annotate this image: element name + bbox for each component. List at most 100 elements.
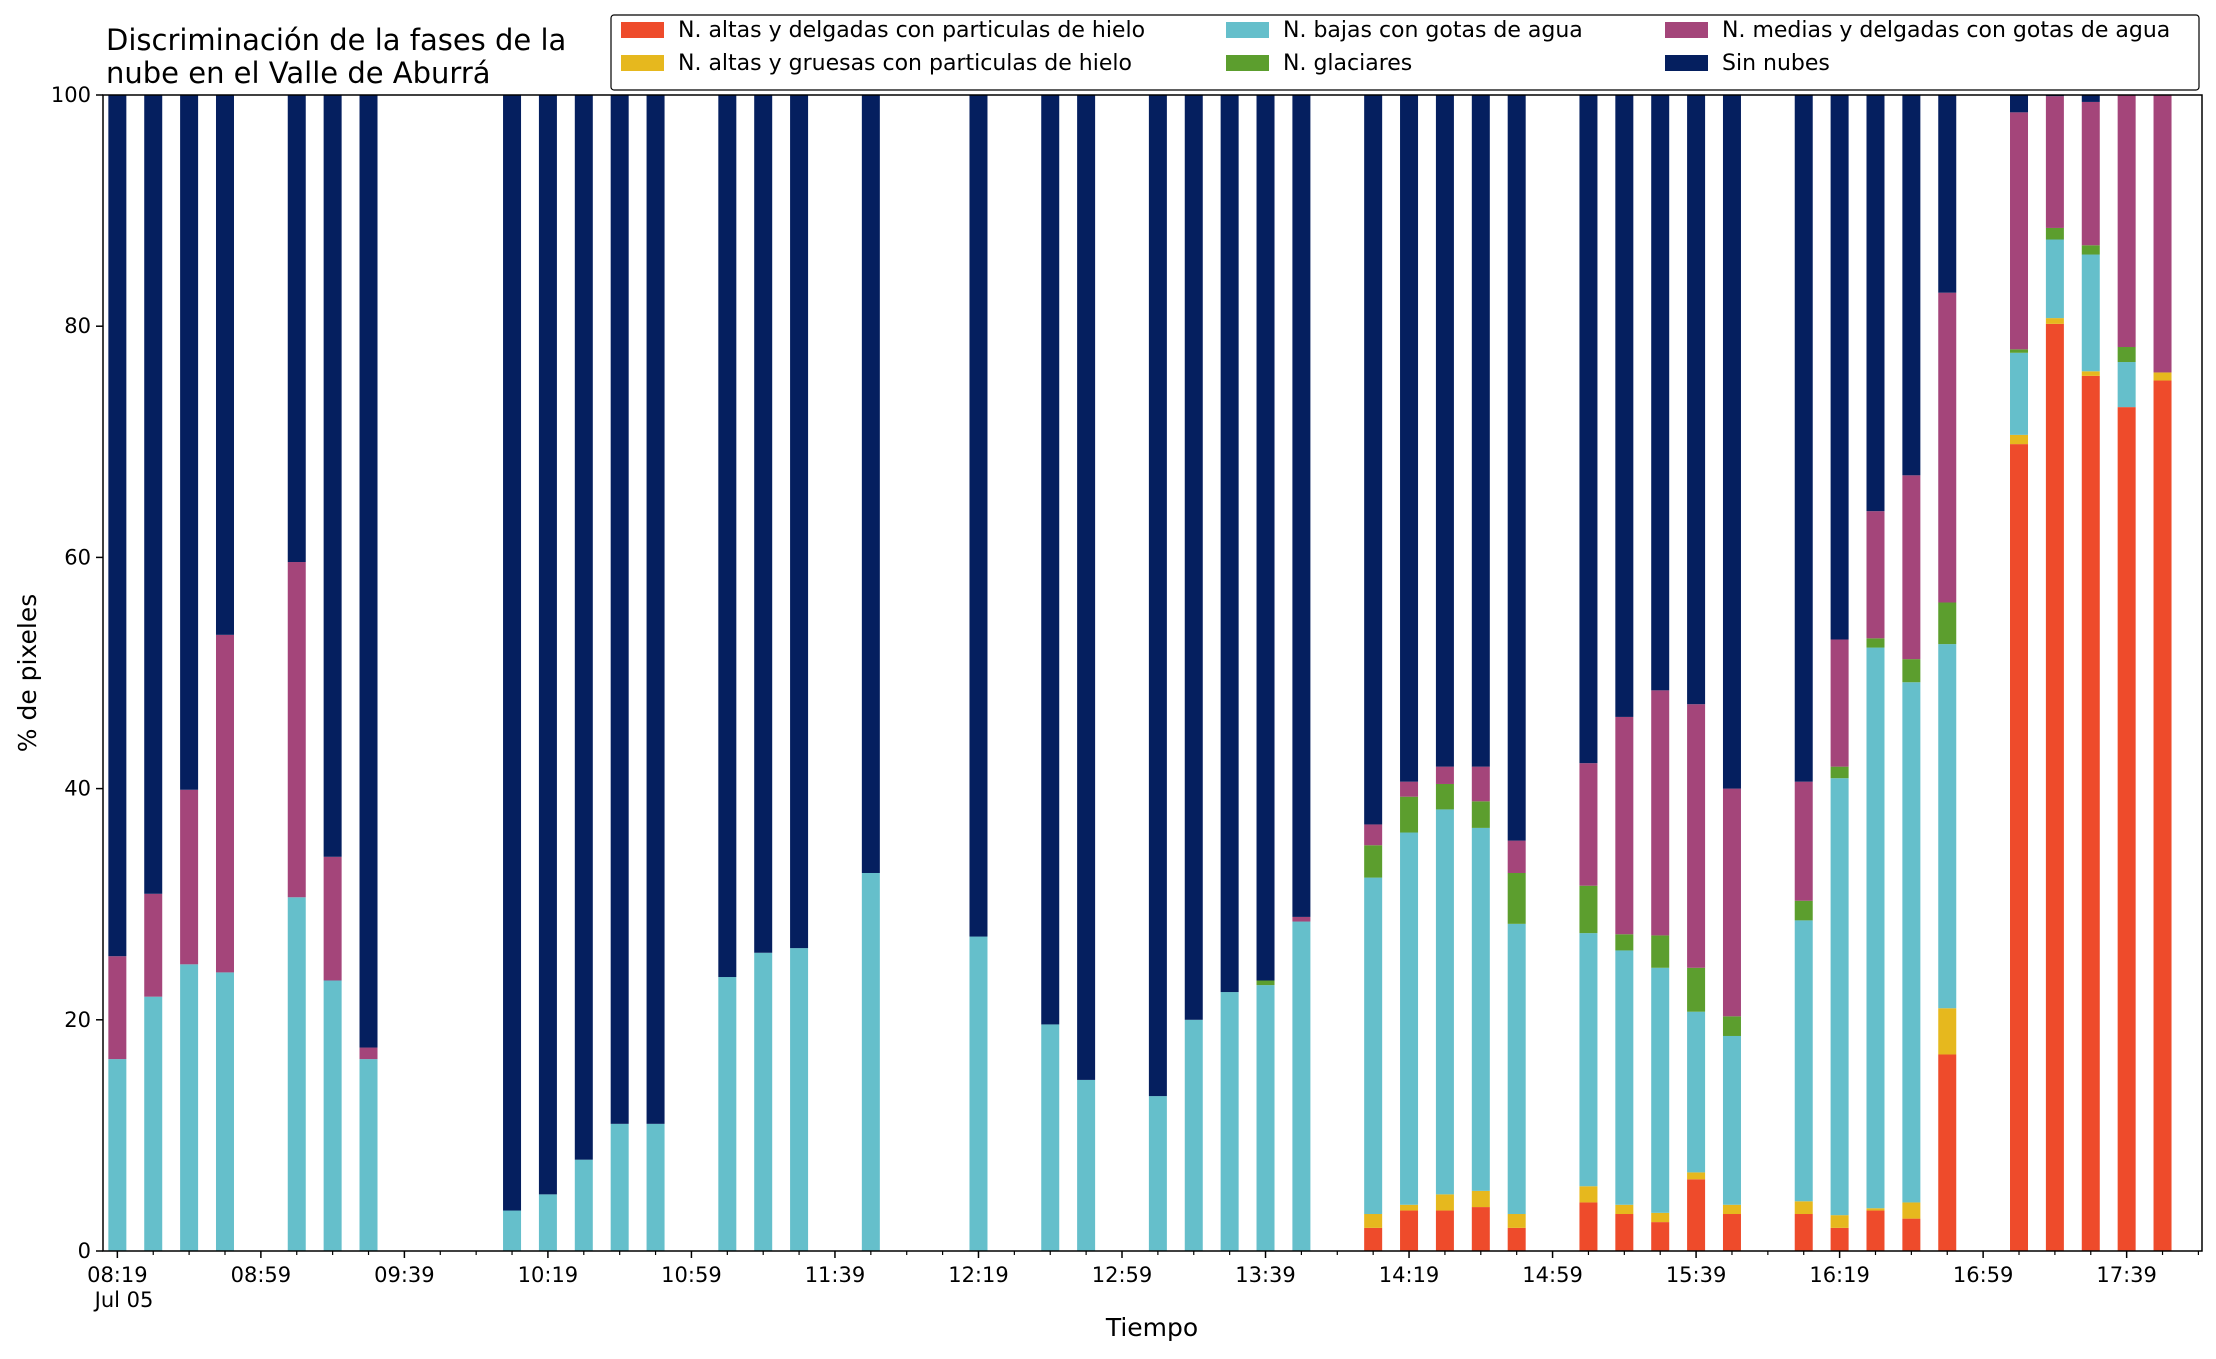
bar-segment — [1938, 1054, 1957, 1251]
bar-segment — [1256, 980, 1275, 986]
bar-segment — [1722, 1035, 1741, 1205]
bar-segment — [1830, 766, 1849, 779]
bar-segment — [1435, 766, 1454, 784]
bar-segment — [1256, 985, 1275, 1251]
bar-segment — [1077, 95, 1096, 1080]
bar-segment — [1435, 95, 1454, 767]
bar-segment — [1866, 647, 1885, 1209]
bar-segment — [323, 980, 342, 1251]
bar-segment — [610, 95, 629, 1124]
bar-segment — [359, 1059, 378, 1251]
bar-segment — [1938, 1008, 1957, 1055]
legend-swatch — [621, 55, 664, 71]
bar-segment — [1184, 1019, 1203, 1251]
legend-swatch — [1226, 55, 1269, 71]
legend-label: N. altas y gruesas con particulas de hie… — [678, 51, 1132, 76]
bar-segment — [1292, 921, 1311, 1251]
bar-segment — [2010, 349, 2029, 353]
bar-segment — [1866, 95, 1885, 512]
bar-segment — [1400, 1204, 1419, 1211]
legend-label: N. medias y delgadas con gotas de agua — [1722, 18, 2170, 43]
x-tick-label: 09:39 — [374, 1263, 435, 1287]
bar-segment — [2081, 101, 2100, 246]
legend-swatch — [1665, 55, 1708, 71]
bar-segment — [1794, 920, 1813, 1202]
bar-segment — [1615, 1214, 1634, 1251]
bar-segment — [1041, 95, 1060, 1025]
bar-segment — [1292, 916, 1311, 922]
bar-segment — [1579, 763, 1598, 886]
bar-segment — [2117, 362, 2136, 408]
bar-segment — [646, 95, 665, 1124]
legend-label: N. bajas con gotas de agua — [1283, 18, 1583, 43]
bar-segment — [1364, 1214, 1383, 1228]
x-tick-label: 14:59 — [1522, 1263, 1583, 1287]
bar-segment — [1794, 900, 1813, 921]
bar-segment — [1615, 934, 1634, 951]
bars-layer — [108, 95, 2172, 1251]
bar-segment — [1471, 95, 1490, 767]
bar-segment — [610, 1123, 629, 1251]
bar-segment — [1830, 1215, 1849, 1228]
bar-segment — [1687, 704, 1706, 968]
bar-segment — [1794, 1214, 1813, 1251]
bar-segment — [1471, 766, 1490, 802]
bar-segment — [1184, 95, 1203, 1020]
bar-segment — [1435, 1194, 1454, 1211]
bar-segment — [2117, 95, 2136, 348]
bar-segment — [1579, 95, 1598, 764]
bar-segment — [144, 996, 163, 1251]
bar-segment — [1902, 682, 1921, 1203]
bar-segment — [1292, 95, 1311, 917]
bar-segment — [754, 952, 773, 1251]
bar-segment — [1471, 1207, 1490, 1251]
bar-segment — [1830, 778, 1849, 1216]
bar-segment — [2010, 112, 2029, 350]
bar-segment — [1687, 95, 1706, 705]
bar-segment — [1364, 877, 1383, 1215]
bar-segment — [1364, 95, 1383, 825]
legend-swatch — [1665, 22, 1708, 38]
bar-segment — [2081, 95, 2100, 102]
bar-segment — [646, 1123, 665, 1251]
y-tick-label: 0 — [78, 1239, 91, 1263]
bar-segment — [574, 95, 593, 1160]
x-tick-label: 13:39 — [1235, 1263, 1296, 1287]
bar-segment — [1400, 832, 1419, 1205]
legend-box — [610, 14, 2200, 91]
bar-segment — [1794, 95, 1813, 782]
bar-segment — [2117, 347, 2136, 363]
bar-segment — [180, 789, 199, 965]
bar-segment — [969, 936, 988, 1251]
bar-segment — [1651, 1212, 1670, 1223]
bar-segment — [108, 95, 127, 957]
bar-segment — [1651, 1222, 1670, 1251]
bar-segment — [215, 972, 234, 1251]
bar-segment — [1938, 644, 1957, 1009]
bar-segment — [180, 95, 199, 790]
bar-segment — [1256, 95, 1275, 981]
bar-segment — [215, 634, 234, 973]
bar-segment — [359, 1047, 378, 1060]
bar-segment — [1830, 1227, 1849, 1251]
bar-segment — [2081, 254, 2100, 372]
bar-segment — [1830, 639, 1849, 767]
bar-segment — [1651, 690, 1670, 936]
y-tick-label: 20 — [64, 1008, 91, 1032]
bar-segment — [503, 1210, 522, 1251]
bar-segment — [1651, 967, 1670, 1213]
bar-segment — [1866, 638, 1885, 648]
bar-segment — [1938, 95, 1957, 293]
bar-segment — [1866, 1210, 1885, 1251]
bar-segment — [1651, 95, 1670, 691]
bar-segment — [2153, 380, 2172, 1251]
bar-segment — [1507, 1227, 1526, 1251]
bar-segment — [718, 977, 737, 1251]
bar-segment — [790, 95, 809, 949]
y-tick-label: 100 — [51, 83, 91, 107]
bar-segment — [1722, 788, 1741, 1017]
bar-segment — [1435, 1210, 1454, 1251]
bar-segment — [1507, 840, 1526, 873]
bar-segment — [861, 95, 880, 873]
